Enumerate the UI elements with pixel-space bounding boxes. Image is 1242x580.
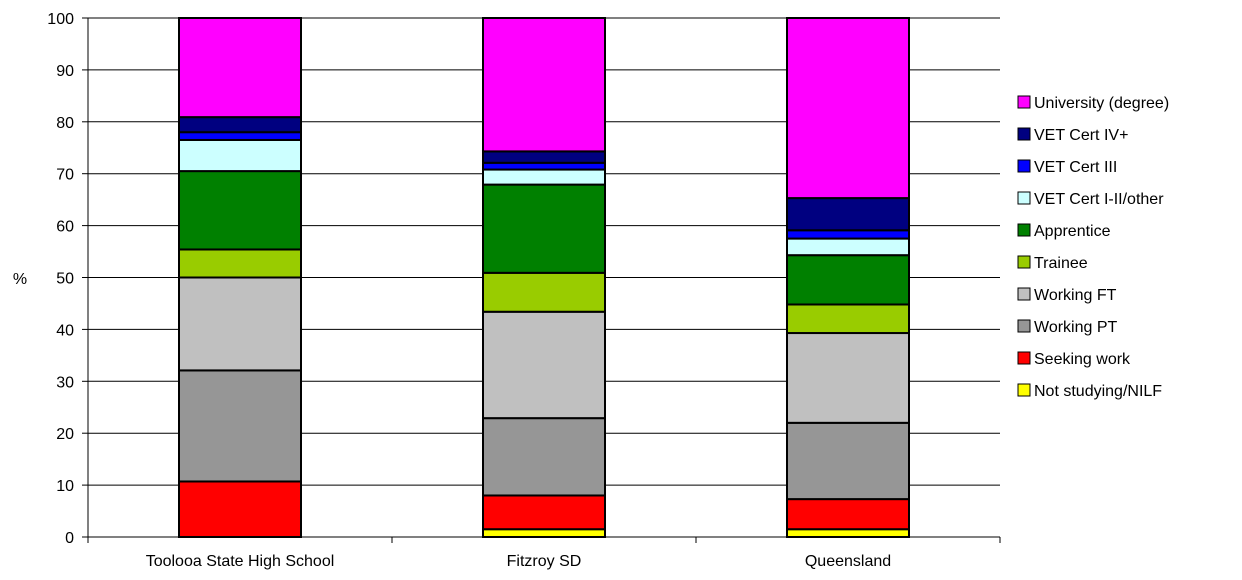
y-axis-label: % (13, 271, 27, 288)
legend-swatch (1017, 127, 1031, 141)
bar-segment (482, 528, 606, 539)
y-tick-label: 80 (56, 115, 74, 132)
bar-segment (482, 417, 606, 497)
bar-segment (178, 248, 302, 279)
y-tick-label: 10 (56, 478, 74, 495)
y-tick-labels: 0 10 20 30 40 50 60 70 80 90 100 (47, 11, 74, 547)
bar-segment (482, 17, 606, 153)
bar-segment (786, 197, 910, 232)
y-tick-label: 70 (56, 167, 74, 184)
bar-segment (482, 310, 606, 420)
y-tick-label: 20 (56, 426, 74, 443)
legend-swatch (1017, 191, 1031, 205)
bar-segment (786, 332, 910, 424)
bar-segment (178, 170, 302, 251)
legend-label: VET Cert III (1034, 159, 1117, 176)
bar-segment (482, 168, 606, 186)
bar-segment (178, 276, 302, 372)
legend-swatch (1017, 287, 1031, 301)
bars (178, 17, 910, 539)
legend-label: Seeking work (1034, 351, 1131, 368)
x-tick-label: Fitzroy SD (507, 553, 582, 570)
bar-segment (482, 150, 606, 164)
legend-swatch (1017, 223, 1031, 237)
legend-swatch (1017, 351, 1031, 365)
y-tick-label: 40 (56, 322, 74, 339)
y-tick-label: 90 (56, 63, 74, 80)
legend-swatch (1017, 95, 1031, 109)
bar-segment (786, 303, 910, 335)
y-tick-label: 0 (65, 530, 74, 547)
bar-segment (786, 528, 910, 539)
bar-segment (178, 116, 302, 134)
bar-segment (178, 369, 302, 483)
bar-segment (786, 229, 910, 240)
legend-label: Working FT (1034, 287, 1117, 304)
bar-segment (178, 138, 302, 173)
legend-label: VET Cert I-II/other (1034, 191, 1164, 208)
bar-segment (482, 271, 606, 313)
legend-swatch (1017, 319, 1031, 333)
bar-segment (482, 161, 606, 171)
bar-segment (178, 17, 302, 119)
legend-label: Not studying/NILF (1034, 383, 1162, 400)
legend-label: University (degree) (1034, 95, 1169, 112)
legend-label: Trainee (1034, 255, 1088, 272)
x-tick-labels: Toolooa State High School Fitzroy SD Queen… (146, 553, 891, 570)
bar-segment (786, 421, 910, 501)
bar-segment (178, 480, 302, 539)
bar-segment (482, 494, 606, 531)
y-tick-label: 100 (47, 11, 74, 28)
bar-segment (786, 17, 910, 200)
bar-segment (482, 183, 606, 274)
legend-label: Working PT (1034, 319, 1118, 336)
legend-label: Apprentice (1034, 223, 1111, 240)
axes: % (13, 17, 1001, 543)
bar-segment (178, 131, 302, 141)
legend-label: VET Cert IV+ (1034, 127, 1128, 144)
y-tick-label: 60 (56, 219, 74, 236)
bar-segment (786, 237, 910, 257)
x-tick-label: Toolooa State High School (146, 553, 335, 570)
x-tick-label: Queensland (805, 553, 891, 570)
legend-swatch (1017, 255, 1031, 269)
bar-segment (786, 254, 910, 306)
legend: University (degree) VET Cert IV+ VET Cert … (1017, 95, 1169, 400)
y-tick-label: 50 (56, 271, 74, 288)
legend-swatch (1017, 159, 1031, 173)
legend-swatch (1017, 383, 1031, 397)
bar-segment (786, 498, 910, 531)
y-tick-label: 30 (56, 374, 74, 391)
